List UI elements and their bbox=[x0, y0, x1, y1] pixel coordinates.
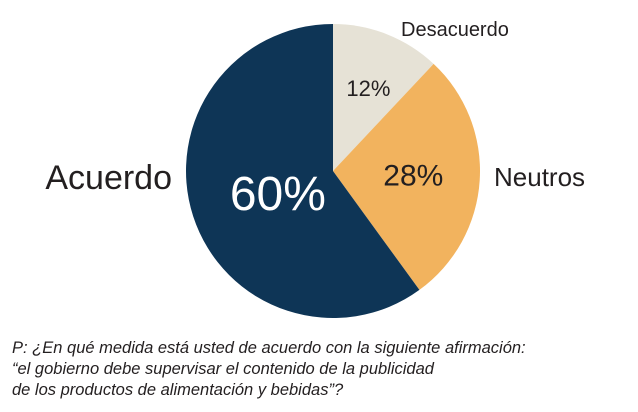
value-label-neutros: 28% bbox=[383, 159, 443, 192]
question-line-2: “el gobierno debe supervisar el contenid… bbox=[12, 360, 434, 378]
value-label-acuerdo: 60% bbox=[230, 168, 326, 221]
pie-slice-acuerdo bbox=[186, 24, 420, 318]
category-label-acuerdo: Acuerdo bbox=[45, 159, 172, 197]
pie-slice-desacuerdo bbox=[333, 24, 434, 171]
pie-slices bbox=[186, 24, 481, 318]
pie-labels: 12% Desacuerdo 28% Neutros 60% Acuerdo bbox=[45, 19, 585, 221]
survey-question: P: ¿En qué medida está usted de acuerdo … bbox=[12, 338, 632, 401]
question-line-1: P: ¿En qué medida está usted de acuerdo … bbox=[12, 339, 526, 357]
category-label-neutros: Neutros bbox=[494, 162, 585, 192]
question-line-3: de los productos de alimentación y bebid… bbox=[12, 381, 344, 399]
pie-slice-neutros bbox=[333, 63, 481, 290]
category-label-desacuerdo: Desacuerdo bbox=[401, 19, 509, 41]
value-label-desacuerdo: 12% bbox=[346, 76, 390, 101]
